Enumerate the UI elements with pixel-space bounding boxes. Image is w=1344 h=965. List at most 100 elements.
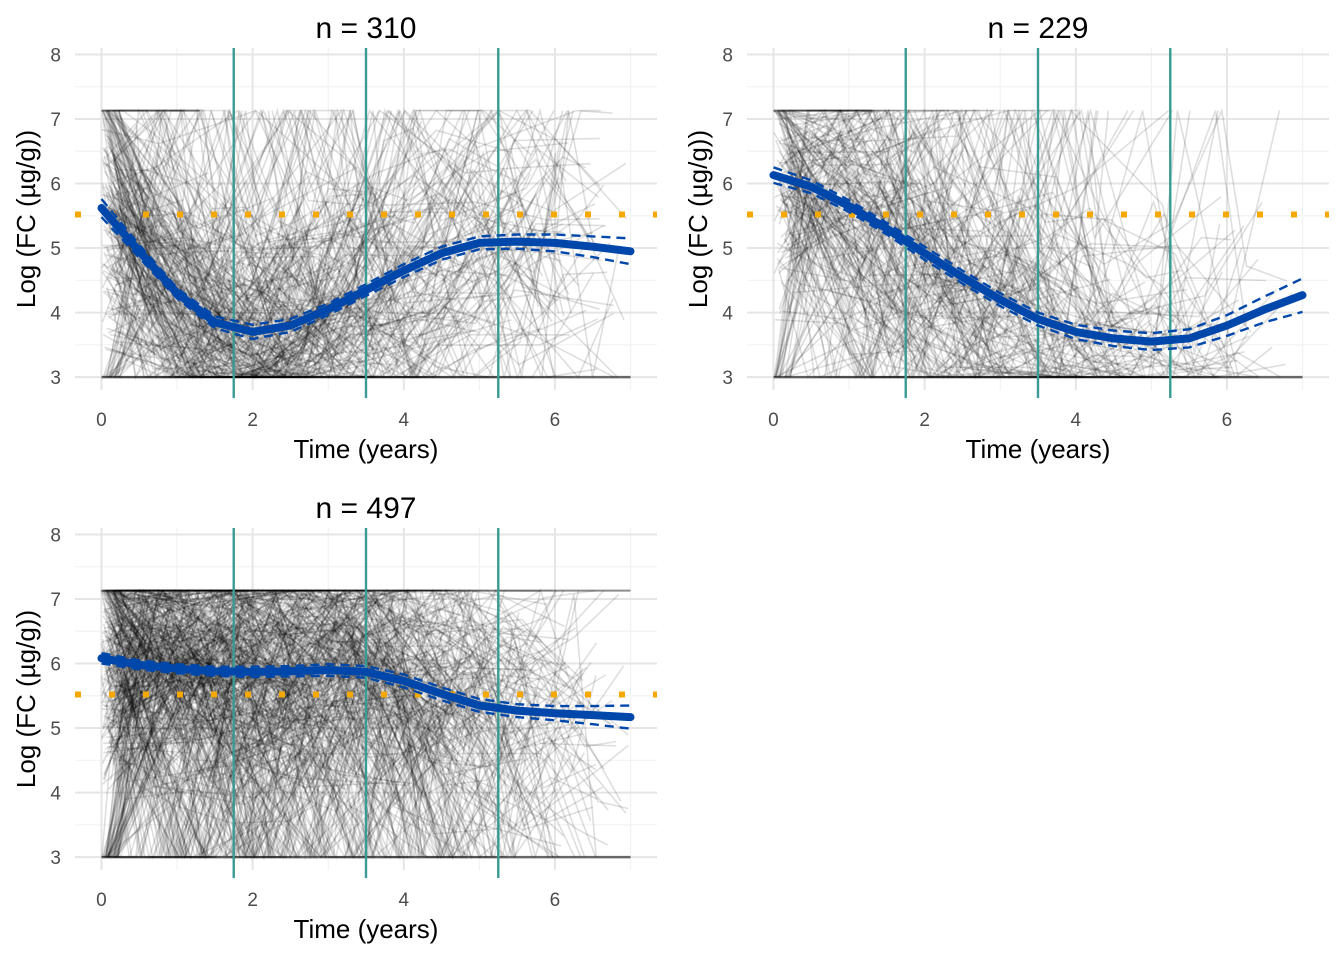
trajectory-line <box>119 589 281 678</box>
trajectory-line <box>177 589 620 860</box>
trajectory-line <box>110 719 456 859</box>
trajectory-line <box>108 590 339 858</box>
trajectory-line <box>107 589 548 860</box>
trajectory-line <box>113 590 405 860</box>
trajectory-line <box>949 279 1293 378</box>
trajectory-line <box>272 109 481 325</box>
trajectory-line <box>116 588 576 858</box>
trajectory-line <box>101 110 300 380</box>
trajectory-line <box>106 723 436 859</box>
trajectory-line <box>117 736 211 858</box>
trajectory-line <box>118 210 563 349</box>
trajectory-line <box>117 121 423 339</box>
trajectory-line <box>133 589 445 688</box>
trajectory-line <box>102 202 471 379</box>
trajectory-line <box>787 109 979 232</box>
trajectory-line <box>254 170 381 237</box>
trajectory-line <box>785 161 945 281</box>
trajectory-line <box>112 186 615 379</box>
trajectory-line <box>105 589 291 858</box>
trajectory-line <box>147 590 486 858</box>
trajectory-line <box>102 589 584 860</box>
trajectory-line <box>789 110 1024 378</box>
trajectory-line <box>107 657 376 858</box>
trajectory-line <box>190 699 337 741</box>
trajectory-line <box>781 109 1009 204</box>
trajectory-line <box>101 107 477 367</box>
trajectory-line <box>117 615 198 670</box>
trajectory-line <box>104 590 419 858</box>
trajectory-line <box>202 232 462 335</box>
trajectory-line <box>110 206 376 378</box>
trajectory-line <box>114 209 432 367</box>
trajectory-line <box>109 589 542 771</box>
trajectory-line <box>788 109 1096 379</box>
trajectory-line <box>116 683 374 803</box>
trajectory-line <box>102 589 556 860</box>
trajectory-line <box>112 589 424 702</box>
trajectory-line <box>116 109 613 379</box>
trajectory-line <box>110 590 154 654</box>
trajectory-line <box>780 109 1187 332</box>
trajectory-line <box>103 129 555 378</box>
trajectory-line <box>778 110 1152 379</box>
trajectory-line <box>777 110 1191 379</box>
trajectory-line <box>103 651 436 860</box>
trajectory-line <box>115 652 241 858</box>
trajectory-line <box>107 673 346 801</box>
trajectory-line <box>784 110 1084 378</box>
trajectory-line <box>115 647 203 719</box>
trajectory-line <box>105 108 565 379</box>
trajectory-line <box>110 588 431 859</box>
trajectory-line <box>105 110 219 254</box>
trajectory-line <box>112 589 541 607</box>
trajectory-line <box>110 217 318 330</box>
trajectory-line <box>781 108 989 329</box>
trajectory-line <box>118 590 250 685</box>
trajectory-line <box>187 621 629 828</box>
trajectory-line <box>110 142 569 289</box>
trajectory-line <box>114 158 561 304</box>
trajectory-line <box>101 589 426 858</box>
trajectory-line <box>116 589 383 655</box>
trajectory-line <box>774 123 1100 378</box>
trajectory-line <box>110 686 185 728</box>
trajectory-line <box>105 589 233 708</box>
trajectory-line <box>114 589 536 700</box>
trajectory-line <box>105 246 482 351</box>
trajectory-line <box>111 589 470 858</box>
trajectory-line <box>115 110 534 380</box>
trajectory-line <box>790 108 1062 378</box>
trajectory-line <box>113 628 183 858</box>
trajectory-line <box>109 589 397 858</box>
trajectory-line <box>113 590 472 789</box>
trajectory-line <box>104 110 380 346</box>
trajectory-line <box>961 283 1259 379</box>
trajectory-line <box>781 109 1060 342</box>
trajectory-line <box>118 588 459 798</box>
trajectory-line <box>233 684 458 833</box>
trajectory-line <box>120 590 198 790</box>
trajectory-line <box>102 147 271 328</box>
y-axis-title: Log (FC (µg/g)) <box>683 130 713 308</box>
trajectory-line <box>113 110 456 379</box>
trajectory-line <box>194 758 263 858</box>
trajectory-line <box>778 109 961 275</box>
trajectory-line <box>155 228 311 378</box>
trajectory-line <box>855 188 1245 378</box>
trajectory-line <box>118 655 612 859</box>
trajectory-line <box>105 108 568 318</box>
trajectory-line <box>102 649 235 858</box>
trajectory-line <box>101 683 573 803</box>
trajectory-line <box>106 588 457 858</box>
trajectory-line <box>787 169 1188 333</box>
trajectory-line <box>103 228 249 373</box>
trajectory-line <box>103 589 514 858</box>
trajectory-line <box>103 658 182 858</box>
trajectory-line <box>100 208 172 349</box>
trajectory-line <box>199 702 499 858</box>
trajectory-line <box>100 594 543 734</box>
trajectory-line <box>115 270 542 379</box>
trajectory-line <box>289 216 625 378</box>
trajectory-line <box>115 642 599 859</box>
